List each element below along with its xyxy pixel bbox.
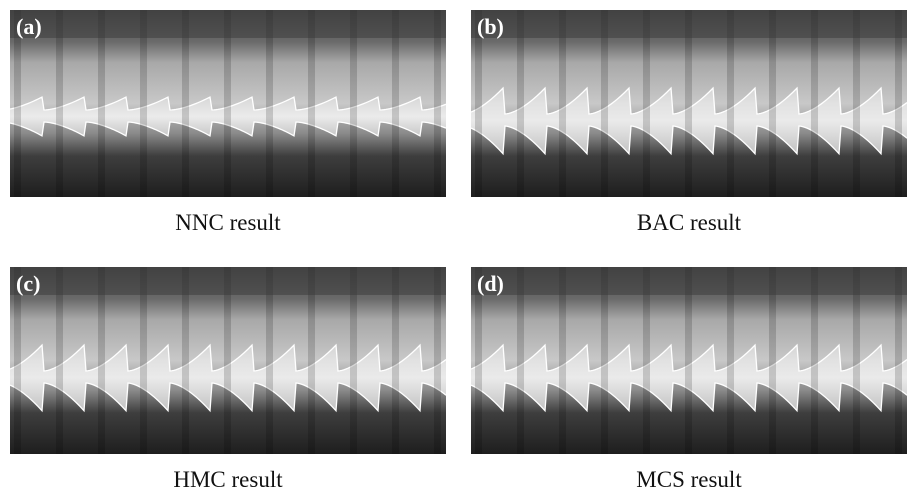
stripe bbox=[182, 10, 189, 197]
top-band bbox=[10, 267, 446, 295]
stripe bbox=[350, 10, 357, 197]
upper-contour bbox=[10, 96, 446, 111]
image-panel: (b) bbox=[471, 10, 907, 197]
stripe bbox=[601, 10, 608, 197]
stripe bbox=[14, 10, 21, 197]
stripe bbox=[182, 267, 189, 454]
stripe bbox=[266, 10, 273, 197]
panel-caption: BAC result bbox=[637, 210, 742, 235]
stripe bbox=[811, 267, 818, 454]
image bbox=[10, 10, 446, 197]
panels: (a) NNC result (b) BAC result (c) HMC result (… bbox=[10, 10, 907, 492]
stripe bbox=[559, 10, 566, 197]
stripe bbox=[98, 267, 105, 454]
image bbox=[471, 10, 907, 197]
panel-caption: NNC result bbox=[175, 210, 281, 235]
stripe bbox=[769, 10, 776, 197]
stripe bbox=[14, 267, 21, 454]
stripe bbox=[895, 10, 902, 197]
stripe bbox=[727, 10, 734, 197]
stripe bbox=[140, 267, 147, 454]
panel-tag: (c) bbox=[16, 271, 40, 296]
stripe bbox=[727, 267, 734, 454]
stripe bbox=[811, 10, 818, 197]
image bbox=[10, 267, 446, 454]
panel-tag: (d) bbox=[477, 271, 504, 296]
stripe bbox=[475, 267, 482, 454]
upper-contour bbox=[471, 343, 907, 372]
stripe bbox=[266, 267, 273, 454]
image-panel: (a) bbox=[10, 10, 446, 197]
stripe bbox=[140, 10, 147, 197]
image-panel: (d) bbox=[471, 267, 907, 454]
image-panel: (c) bbox=[10, 267, 446, 454]
lower-contour bbox=[471, 382, 907, 413]
top-band bbox=[10, 10, 446, 38]
panel-tag: (b) bbox=[477, 14, 504, 39]
stripe bbox=[392, 267, 399, 454]
stripe bbox=[434, 267, 441, 454]
upper-contour bbox=[10, 343, 446, 372]
stripe bbox=[517, 267, 524, 454]
lower-contour bbox=[471, 125, 907, 156]
stripe bbox=[685, 267, 692, 454]
stripe bbox=[685, 10, 692, 197]
stripe bbox=[224, 267, 231, 454]
stripe bbox=[601, 267, 608, 454]
panel-caption: MCS result bbox=[636, 467, 742, 492]
stripe bbox=[475, 10, 482, 197]
stripe bbox=[853, 10, 860, 197]
stripe bbox=[643, 267, 650, 454]
stripe bbox=[56, 10, 63, 197]
stripe bbox=[895, 267, 902, 454]
top-band bbox=[471, 10, 907, 38]
stripe bbox=[517, 10, 524, 197]
lower-contour bbox=[10, 121, 446, 137]
stripe bbox=[350, 267, 357, 454]
lower-contour bbox=[10, 382, 446, 413]
image bbox=[471, 267, 907, 454]
panel-tag: (a) bbox=[16, 14, 42, 39]
stripe bbox=[98, 10, 105, 197]
stripe bbox=[224, 10, 231, 197]
top-band bbox=[471, 267, 907, 295]
panel-caption: HMC result bbox=[173, 467, 283, 492]
stripe bbox=[308, 267, 315, 454]
stripe bbox=[559, 267, 566, 454]
stripe bbox=[56, 267, 63, 454]
stripe bbox=[769, 267, 776, 454]
stripe bbox=[643, 10, 650, 197]
stripe bbox=[434, 10, 441, 197]
stripe bbox=[853, 267, 860, 454]
upper-contour bbox=[471, 86, 907, 115]
stripe bbox=[308, 10, 315, 197]
stripe bbox=[392, 10, 399, 197]
